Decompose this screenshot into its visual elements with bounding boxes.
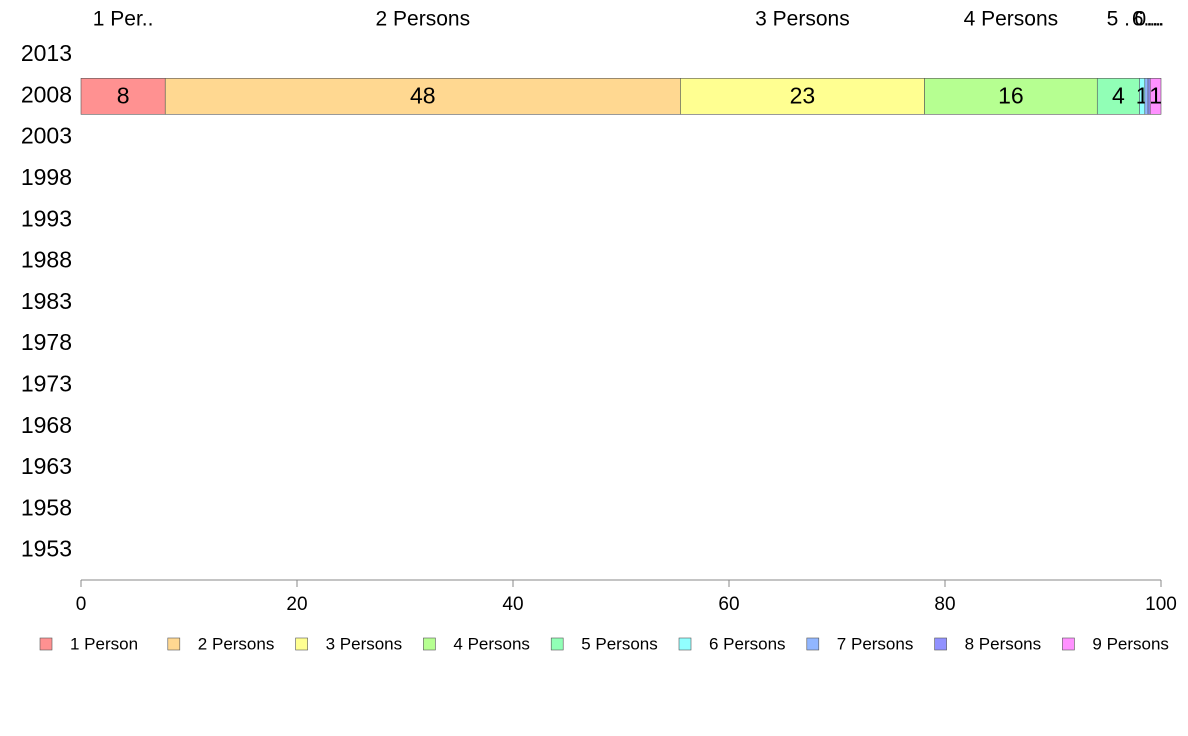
legend-label-7: 7 Persons bbox=[837, 634, 914, 653]
x-tick-label-100: 100 bbox=[1145, 594, 1177, 615]
legend-swatch-9 bbox=[1062, 637, 1075, 651]
bar-segment-2008-7 bbox=[1144, 78, 1149, 115]
category-label-2013: 2013 bbox=[21, 40, 72, 66]
legend-swatch-8 bbox=[934, 637, 947, 651]
category-label-1963: 1963 bbox=[21, 453, 72, 479]
segment-label-3: 23 bbox=[790, 82, 816, 108]
legend-swatch-1 bbox=[39, 637, 53, 651]
category-label-1968: 1968 bbox=[21, 412, 72, 438]
y-axis-labels: 2013 2008 2003 1998 1993 1988 1983 1978 1973 1968… bbox=[21, 40, 72, 562]
bars: 8 48 23 16 4 1 1 bbox=[80, 78, 1162, 115]
category-label-1958: 1958 bbox=[21, 494, 72, 520]
x-tick-label-20: 20 bbox=[286, 594, 307, 615]
segment-label-5: 4 bbox=[1112, 82, 1125, 108]
category-label-1953: 1953 bbox=[21, 536, 72, 562]
top-label-5: 5 . bbox=[1107, 8, 1130, 31]
bar-segment-2008-1 bbox=[80, 78, 166, 115]
x-tick-label-0: 0 bbox=[76, 594, 87, 615]
legend-label-6: 6 Persons bbox=[709, 634, 786, 653]
legend-label-1: 1 Person bbox=[70, 634, 138, 653]
segment-label-9: 1 bbox=[1149, 82, 1162, 108]
category-label-1993: 1993 bbox=[21, 205, 72, 231]
bar-segment-2008-3 bbox=[680, 78, 925, 115]
category-label-2008: 2008 bbox=[21, 81, 72, 107]
bar-segment-2008-5 bbox=[1096, 78, 1140, 115]
top-label-3: 3 Persons bbox=[755, 8, 850, 31]
category-label-1978: 1978 bbox=[21, 329, 72, 355]
bar-segment-2008-4 bbox=[924, 78, 1098, 115]
category-label-1983: 1983 bbox=[21, 288, 72, 314]
legend-label-5: 5 Persons bbox=[581, 634, 658, 653]
x-tick-label-60: 60 bbox=[718, 594, 739, 615]
segment-label-1: 8 bbox=[117, 82, 130, 108]
category-label-1973: 1973 bbox=[21, 370, 72, 396]
bar-segment-2008-9 bbox=[1149, 78, 1162, 115]
top-label-8: 0... bbox=[1135, 8, 1164, 31]
x-tick-label-40: 40 bbox=[502, 594, 523, 615]
category-label-2003: 2003 bbox=[21, 123, 72, 149]
category-label-1998: 1998 bbox=[21, 164, 72, 190]
x-tick-label-80: 80 bbox=[934, 594, 955, 615]
legend-swatch-6 bbox=[678, 637, 692, 651]
legend-label-4: 4 Persons bbox=[453, 634, 530, 653]
top-label-4: 4 Persons bbox=[964, 8, 1059, 31]
top-label-9: ... bbox=[1147, 8, 1165, 31]
legend-swatch-7 bbox=[806, 637, 820, 651]
segment-label-2: 48 bbox=[410, 82, 436, 108]
legend-label-9: 9 Persons bbox=[1092, 634, 1169, 653]
top-label-1: 1 Per.. bbox=[93, 8, 154, 31]
legend-label-3: 3 Persons bbox=[326, 634, 403, 653]
top-label-7: 6... bbox=[1132, 8, 1161, 31]
legend-swatch-4 bbox=[423, 637, 436, 651]
legend-swatch-3 bbox=[295, 637, 308, 651]
legend-swatch-5 bbox=[550, 637, 564, 651]
legend-label-8: 8 Persons bbox=[965, 634, 1042, 653]
legend: 1 Person 2 Persons 3 Persons 4 Persons 5 Per… bbox=[39, 634, 1169, 653]
category-label-1988: 1988 bbox=[21, 247, 72, 273]
legend-label-2: 2 Persons bbox=[198, 634, 275, 653]
top-label-2: 2 Persons bbox=[376, 8, 471, 31]
top-labels: 1 Per.. 2 Persons 3 Persons 4 Persons 5 . 6..… bbox=[93, 8, 1165, 31]
segment-label-4: 16 bbox=[998, 82, 1024, 108]
x-axis: 0 20 40 60 80 100 bbox=[76, 579, 1177, 615]
legend-swatch-2 bbox=[167, 637, 181, 651]
